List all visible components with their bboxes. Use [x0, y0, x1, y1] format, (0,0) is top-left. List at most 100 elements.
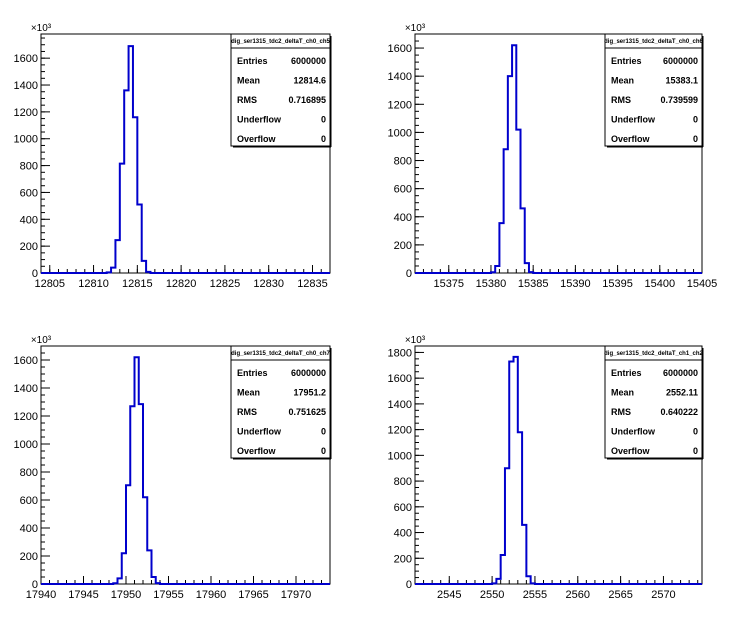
y-tick-label: 800 — [20, 467, 38, 479]
stats-name: dig_ser1315_tdc2_deltaT_ch0_ch6 — [604, 39, 703, 45]
y-minor-ticks — [41, 37, 45, 274]
y-minor-ticks — [415, 33, 419, 274]
stats-value: 15383.1 — [665, 76, 698, 86]
stats-label: Underflow — [611, 115, 656, 125]
x-tick-label: 17940 — [26, 589, 57, 601]
stats-frame — [230, 345, 331, 459]
y-tick-label: 1000 — [388, 450, 412, 462]
stats-box: dig_ser1315_tdc2_deltaT_ch1_ch2 Entries 60… — [604, 345, 704, 460]
y-tick-label: 1600 — [388, 43, 412, 55]
histogram-line — [415, 44, 702, 274]
stats-box: dig_ser1315_tdc2_deltaT_ch0_ch5 Entries 60… — [230, 33, 332, 148]
x-tick-label: 12805 — [34, 278, 65, 290]
stats-value: 0 — [693, 427, 698, 437]
y-tick-label: 200 — [20, 551, 38, 563]
stats-label: Mean — [611, 388, 634, 398]
x-tick-label: 15385 — [518, 278, 549, 290]
stats-frame — [230, 33, 331, 147]
stats-label: Overflow — [237, 446, 277, 456]
stats-label: Underflow — [237, 115, 282, 125]
histogram-pad-2: 15375 15380 15385 15390 15395 15400 15405 0 200 4… — [388, 23, 718, 290]
y-minor-ticks — [415, 345, 419, 585]
y-tick-label: 1600 — [14, 355, 38, 367]
x-tick-label: 2560 — [566, 589, 590, 601]
stats-value: 0 — [693, 446, 698, 456]
stats-label: Overflow — [611, 446, 651, 456]
histogram-line — [41, 45, 330, 274]
stats-name: dig_ser1315_tdc2_deltaT_ch1_ch2 — [604, 351, 703, 357]
x-tick-label: 12815 — [122, 278, 153, 290]
x-tick-label: 12830 — [253, 278, 284, 290]
x-tick-label: 15400 — [644, 278, 675, 290]
y-tick-label: 1200 — [14, 411, 38, 423]
y-tick-label: 1200 — [388, 425, 412, 437]
x-tick-label: 17965 — [238, 589, 269, 601]
x-tick-label: 2565 — [608, 589, 632, 601]
stats-value: 0.751625 — [288, 407, 326, 417]
stats-label: Mean — [237, 388, 260, 398]
x-tick-label: 17970 — [281, 589, 312, 601]
y-exponent-label: ×10³ — [31, 23, 52, 34]
y-tick-label: 1400 — [388, 71, 412, 83]
y-tick-label: 600 — [394, 502, 412, 514]
stats-label: Entries — [611, 56, 642, 66]
x-tick-label: 15390 — [560, 278, 591, 290]
y-tick-label: 600 — [394, 184, 412, 196]
y-tick-label: 200 — [20, 241, 38, 253]
stats-label: Underflow — [237, 427, 282, 437]
x-tick-label: 17955 — [153, 589, 184, 601]
x-tick-label: 2550 — [480, 589, 504, 601]
stats-label: Entries — [611, 368, 642, 378]
y-tick-label: 400 — [394, 212, 412, 224]
stats-frame — [604, 345, 703, 459]
stats-label: Overflow — [611, 134, 651, 144]
stats-value: 0 — [321, 427, 326, 437]
stats-label: Entries — [237, 368, 268, 378]
histogram-pad-4: 2545 2550 2555 2560 2565 2570 0 200 400 600 800 100… — [388, 335, 704, 601]
y-tick-label: 1000 — [14, 439, 38, 451]
y-tick-label: 0 — [32, 268, 38, 280]
x-tick-label: 17950 — [111, 589, 142, 601]
y-exponent-label: ×10³ — [31, 335, 52, 346]
y-tick-label: 600 — [20, 495, 38, 507]
y-tick-label: 800 — [394, 156, 412, 168]
x-tick-label: 2555 — [523, 589, 547, 601]
stats-value: 0 — [321, 115, 326, 125]
y-tick-label: 0 — [406, 268, 412, 280]
stats-label: Overflow — [237, 134, 277, 144]
stats-label: Entries — [237, 56, 268, 66]
stats-name: dig_ser1315_tdc2_deltaT_ch0_ch5 — [231, 39, 330, 45]
y-tick-label: 1400 — [14, 383, 38, 395]
stats-label: Mean — [611, 76, 634, 86]
y-tick-label: 0 — [32, 579, 38, 591]
y-tick-label: 1000 — [14, 134, 38, 146]
stats-label: RMS — [237, 95, 257, 105]
y-tick-label: 1400 — [14, 80, 38, 92]
histogram-pad-1: 12805 12810 12815 12820 12825 12830 12835 0 200 4… — [14, 23, 332, 290]
stats-label: RMS — [611, 407, 631, 417]
y-tick-label: 200 — [394, 553, 412, 565]
stats-label: Underflow — [611, 427, 656, 437]
y-tick-label: 600 — [20, 187, 38, 199]
stats-value: 0.640222 — [660, 407, 698, 417]
y-exponent-label: ×10³ — [405, 23, 426, 34]
x-tick-label: 12835 — [297, 278, 328, 290]
y-tick-label: 1600 — [14, 53, 38, 65]
stats-value: 0 — [693, 134, 698, 144]
x-tick-label: 15375 — [433, 278, 464, 290]
x-tick-label: 12825 — [210, 278, 241, 290]
y-tick-label: 1000 — [388, 127, 412, 139]
x-tick-label: 12810 — [78, 278, 109, 290]
x-tick-label: 17945 — [68, 589, 99, 601]
y-tick-label: 800 — [20, 161, 38, 173]
x-tick-label: 2570 — [651, 589, 675, 601]
x-tick-label: 15405 — [687, 278, 718, 290]
histogram-pad-3: 17940 17945 17950 17955 17960 17965 17970 0 200 4… — [14, 335, 332, 601]
y-minor-ticks — [41, 345, 45, 585]
y-tick-label: 1200 — [388, 99, 412, 111]
y-exponent-label: ×10³ — [405, 335, 426, 346]
stats-box: dig_ser1315_tdc2_deltaT_ch0_ch6 Entries 60… — [604, 33, 704, 148]
stats-value: 0 — [693, 115, 698, 125]
stats-value: 6000000 — [663, 368, 698, 378]
